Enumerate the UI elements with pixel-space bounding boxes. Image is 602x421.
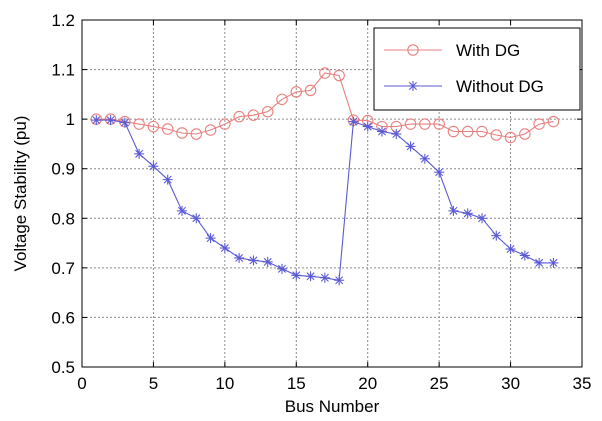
y-tick-label: 0.6: [51, 308, 75, 327]
data-point: [348, 116, 359, 127]
series-0: [90, 67, 560, 144]
data-point: [477, 213, 487, 224]
data-point: [276, 93, 288, 106]
data-point: [261, 105, 274, 118]
legend-entry: With DG: [384, 41, 520, 60]
data-point: [547, 115, 560, 128]
data-point: [461, 125, 474, 138]
legend-marker: [407, 44, 419, 56]
x-tick-label: 35: [573, 374, 592, 393]
y-tick-label: 0.9: [51, 160, 75, 179]
y-tick-label: 0.8: [51, 209, 75, 228]
y-tick-label: 1.1: [51, 61, 75, 80]
data-point: [391, 129, 402, 140]
data-point: [162, 174, 173, 185]
data-point: [334, 275, 345, 286]
data-point: [534, 257, 545, 268]
data-point: [319, 272, 330, 283]
y-axis-label: Voltage Stability (pu): [11, 116, 30, 272]
data-point: [191, 213, 202, 224]
data-point: [405, 141, 416, 152]
data-point: [247, 109, 260, 121]
plot-frame: [81, 19, 583, 368]
x-axis-label: Bus Number: [285, 397, 380, 416]
data-point: [319, 67, 331, 79]
legend-marker: [408, 81, 418, 91]
x-tick-label: 25: [430, 374, 449, 393]
x-tick-label: 5: [149, 374, 158, 393]
data-point: [504, 131, 517, 144]
data-point: [91, 115, 102, 126]
data-point: [377, 126, 387, 137]
data-point: [134, 148, 145, 159]
data-point: [490, 129, 503, 141]
data-point: [190, 128, 203, 140]
x-tick-label: 30: [501, 374, 520, 393]
legend-box: [373, 27, 581, 111]
y-tick-label: 1.2: [51, 11, 75, 30]
data-point: [447, 125, 460, 138]
x-tick-label: 10: [215, 374, 234, 393]
data-point: [161, 123, 174, 135]
y-tick-label: 1: [66, 110, 75, 129]
data-point: [177, 205, 187, 216]
legend-label: With DG: [456, 41, 520, 60]
data-point: [476, 125, 488, 138]
series-1: [91, 115, 559, 286]
y-tick-label: 0.5: [51, 358, 75, 377]
data-point: [119, 117, 130, 128]
data-point: [290, 86, 303, 98]
axis-ticks: [81, 19, 583, 368]
data-point: [248, 255, 259, 266]
data-point: [204, 124, 217, 136]
data-point: [262, 256, 273, 267]
data-point: [205, 233, 216, 244]
data-point: [219, 243, 230, 254]
y-tick-labels: 0.5 0.6 0.7 0.8 0.9 1 1.1 1.2: [51, 11, 75, 377]
data-point: [147, 120, 160, 133]
data-point: [305, 271, 316, 282]
legend-entry: Without DG: [384, 77, 544, 96]
data-point: [133, 118, 145, 130]
data-point: [519, 128, 531, 140]
series-layer: [90, 67, 560, 286]
data-point: [419, 118, 431, 130]
data-point: [362, 121, 373, 132]
data-point: [219, 118, 231, 130]
x-tick-label: 0: [77, 374, 86, 393]
x-tick-label: 20: [358, 374, 377, 393]
data-point: [404, 118, 417, 130]
data-point: [433, 118, 445, 130]
data-point: [176, 127, 188, 139]
x-tick-label: 15: [287, 374, 306, 393]
data-point: [291, 270, 302, 281]
data-point: [519, 250, 530, 261]
x-tick-labels: 0 5 10 15 20 25 30 35: [77, 374, 591, 393]
data-point: [448, 205, 459, 216]
data-point: [333, 69, 345, 82]
data-point: [234, 252, 245, 263]
data-point: [148, 161, 159, 172]
data-point: [304, 84, 317, 97]
legend-label: Without DG: [456, 77, 544, 96]
data-point: [277, 263, 287, 274]
data-point: [505, 244, 516, 255]
data-point: [105, 115, 116, 126]
data-point: [434, 167, 445, 178]
data-point: [233, 110, 245, 123]
data-point: [419, 153, 430, 164]
y-tick-label: 0.7: [51, 259, 75, 278]
data-point: [462, 208, 473, 219]
legend: With DG Without DG: [373, 27, 581, 111]
data-point: [491, 230, 502, 241]
data-point: [548, 257, 559, 268]
data-point: [533, 118, 545, 130]
